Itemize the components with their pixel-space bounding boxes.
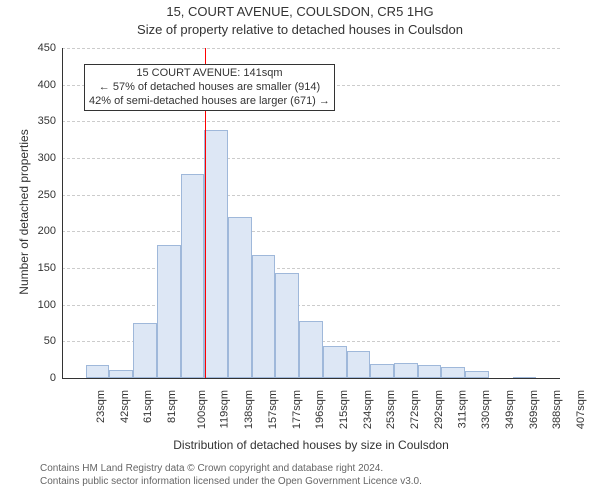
histogram-bar (228, 217, 252, 378)
x-tick-label: 119sqm (219, 390, 231, 428)
chart-address-title: 15, COURT AVENUE, COULSDON, CR5 1HG (0, 4, 600, 19)
x-axis-line (62, 378, 560, 379)
x-tick-label: 100sqm (196, 390, 208, 429)
histogram-bar (204, 130, 228, 378)
histogram-bar (299, 321, 323, 378)
histogram-bar (133, 323, 157, 378)
x-tick-label: 23sqm (95, 390, 107, 423)
y-tick-label: 250 (16, 189, 56, 201)
x-tick-label: 157sqm (267, 390, 279, 429)
y-tick-label: 50 (16, 335, 56, 347)
gridline (62, 195, 560, 196)
y-tick-label: 0 (16, 372, 56, 384)
y-axis-line (62, 48, 63, 378)
x-tick-label: 234sqm (362, 390, 374, 429)
annotation-line-2: ← 57% of detached houses are smaller (91… (89, 81, 330, 95)
x-tick-label: 215sqm (338, 390, 350, 429)
x-axis-label: Distribution of detached houses by size … (62, 438, 560, 452)
histogram-bar (109, 370, 133, 378)
histogram-bar (418, 365, 442, 378)
y-tick-label: 400 (16, 79, 56, 91)
gridline (62, 268, 560, 269)
gridline (62, 121, 560, 122)
x-tick-label: 272sqm (409, 390, 421, 429)
footer-attribution: Contains HM Land Registry data © Crown c… (40, 463, 422, 488)
property-annotation-box: 15 COURT AVENUE: 141sqm ← 57% of detache… (84, 64, 335, 111)
histogram-bar (370, 364, 394, 378)
chart-subtitle: Size of property relative to detached ho… (0, 22, 600, 37)
gridline (62, 231, 560, 232)
histogram-bar (157, 245, 181, 378)
y-axis-label: Number of detached properties (17, 112, 31, 312)
gridline (62, 158, 560, 159)
y-tick-label: 200 (16, 225, 56, 237)
annotation-line-1: 15 COURT AVENUE: 141sqm (89, 67, 330, 81)
histogram-bar (465, 371, 489, 378)
gridline (62, 305, 560, 306)
x-tick-label: 81sqm (166, 390, 178, 423)
x-tick-label: 196sqm (314, 390, 326, 429)
histogram-bar (252, 255, 276, 378)
x-tick-label: 61sqm (142, 390, 154, 423)
x-tick-label: 388sqm (552, 390, 564, 429)
x-tick-label: 42sqm (119, 390, 131, 423)
footer-line-2: Contains public sector information licen… (40, 476, 422, 489)
x-tick-label: 177sqm (291, 390, 303, 429)
y-tick-label: 300 (16, 152, 56, 164)
x-tick-label: 349sqm (504, 390, 516, 429)
y-tick-label: 350 (16, 115, 56, 127)
x-tick-label: 253sqm (386, 390, 398, 429)
x-tick-label: 369sqm (528, 390, 540, 429)
x-tick-label: 407sqm (575, 390, 587, 429)
x-tick-label: 138sqm (243, 390, 255, 429)
histogram-bar (86, 365, 110, 378)
x-tick-label: 292sqm (433, 390, 445, 429)
x-tick-label: 330sqm (480, 390, 492, 429)
histogram-bar (347, 351, 371, 378)
x-tick-label: 311sqm (456, 390, 468, 428)
gridline (62, 48, 560, 49)
histogram-bar (323, 346, 347, 378)
histogram-bar (394, 363, 418, 378)
footer-line-1: Contains HM Land Registry data © Crown c… (40, 463, 422, 476)
annotation-line-3: 42% of semi-detached houses are larger (… (89, 95, 330, 109)
y-tick-label: 450 (16, 42, 56, 54)
y-tick-label: 150 (16, 262, 56, 274)
y-tick-label: 100 (16, 299, 56, 311)
histogram-bar (181, 174, 205, 378)
histogram-bar (441, 367, 465, 378)
histogram-bar (275, 273, 299, 378)
